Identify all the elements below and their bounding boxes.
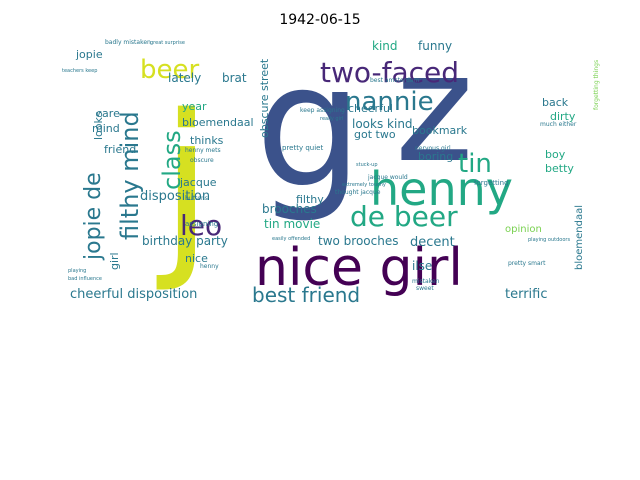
cloud-word: de beer [350, 200, 458, 233]
cloud-word: forgetting [474, 179, 509, 187]
cloud-word: obscure street [258, 58, 271, 138]
cloud-word: bloemendaal [182, 116, 254, 129]
cloud-word: terrific [505, 287, 548, 302]
cloud-word: z [395, 22, 474, 196]
cloud-word: mistaken [412, 278, 440, 285]
cloud-word: best friend [252, 283, 360, 307]
cloud-word: filthy [296, 193, 324, 206]
cloud-word: cheerful [348, 102, 393, 115]
cloud-word: sweet [416, 285, 434, 292]
cloud-word: tin [458, 149, 492, 179]
cloud-word: back [542, 96, 569, 109]
cloud-background [62, 40, 592, 288]
cloud-word: obscure [190, 157, 214, 164]
cloud-word: really girl [320, 116, 343, 122]
cloud-word: pretty quiet [282, 144, 323, 152]
cloud-word: playing [68, 268, 86, 274]
cloud-word: bad influence [68, 276, 102, 282]
cloud-word: nice girl [255, 238, 463, 298]
cloud-word: henny [200, 263, 219, 270]
cloud-word: disposition [140, 189, 210, 204]
cloud-word: beer [140, 55, 199, 85]
cloud-word: extremely touchy [342, 182, 386, 188]
cloud-word: much either [540, 121, 577, 128]
cloud-word: boy [545, 148, 566, 161]
cloud-word: cheerful disposition [70, 287, 197, 302]
cloud-word: got two [354, 128, 396, 141]
cloud-word: nice [185, 252, 208, 265]
cloud-word: henny [370, 162, 513, 216]
cloud-word: best amsterdam [370, 77, 419, 84]
cloud-word: assigning [185, 220, 218, 228]
cloud-word: care [96, 107, 120, 120]
cloud-word: lately [168, 71, 201, 85]
cloud-word: decent [410, 235, 455, 250]
cloud-word: bloemendaal [574, 205, 585, 270]
cloud-word: friend [104, 143, 136, 156]
chart-title: 1942-06-15 [279, 12, 361, 28]
cloud-word: pretty smart [508, 260, 546, 267]
cloud-word: girl [108, 252, 121, 270]
cloud-word: birthday party [142, 234, 228, 248]
cloud-word: thinks [190, 134, 224, 147]
cloud-word: kind [372, 39, 398, 53]
cloud-word: stuck-up [356, 162, 378, 168]
cloud-word: jacque would [367, 174, 408, 181]
cloud-word: two brooches [318, 234, 398, 248]
cloud-word: boring [418, 150, 453, 163]
cloud-word: funny [418, 39, 452, 53]
cloud-word: tin movie [264, 217, 320, 231]
cloud-word: filthy mind [116, 111, 144, 240]
cloud-word: badly mistaken [105, 39, 151, 46]
cloud-word: playing outdoors [528, 237, 570, 243]
cloud-word: looks kind [352, 117, 413, 131]
cloud-word: bookmark [412, 124, 468, 137]
cloud-word: henny mets [185, 147, 221, 154]
cloud-word: opinion [505, 224, 542, 235]
cloud-word: nervous girl [415, 145, 451, 152]
cloud-word: keep assigning [300, 107, 345, 114]
cloud-word: jopie [75, 48, 103, 61]
cloud-word: buttons [185, 195, 208, 202]
cloud-word: g [255, 28, 363, 226]
cloud-word: class [158, 130, 186, 190]
cloud-word: j [156, 74, 213, 295]
cloud-word: forgetting things [593, 60, 600, 110]
cloud-word: teachers keep [62, 68, 97, 74]
cloud-word: jacque [179, 176, 217, 189]
cloud-word: ilse [412, 259, 432, 273]
cloud-word: easily offended [272, 236, 310, 242]
cloud-word: looks [92, 111, 105, 140]
cloud-word: leo [180, 209, 222, 242]
cloud-word: brooches [262, 202, 317, 216]
cloud-word: thought jacque [335, 189, 381, 196]
cloud-word: betty [545, 162, 574, 175]
cloud-word: two-faced [320, 56, 459, 89]
cloud-word: nannie [345, 87, 434, 117]
cloud-word: jopie de [81, 172, 106, 261]
cloud-word: year [182, 100, 207, 113]
cloud-word: mind [92, 122, 120, 135]
cloud-word: brat [222, 71, 247, 85]
cloud-word: great surprise [150, 40, 185, 46]
cloud-word: dirty [550, 110, 576, 123]
